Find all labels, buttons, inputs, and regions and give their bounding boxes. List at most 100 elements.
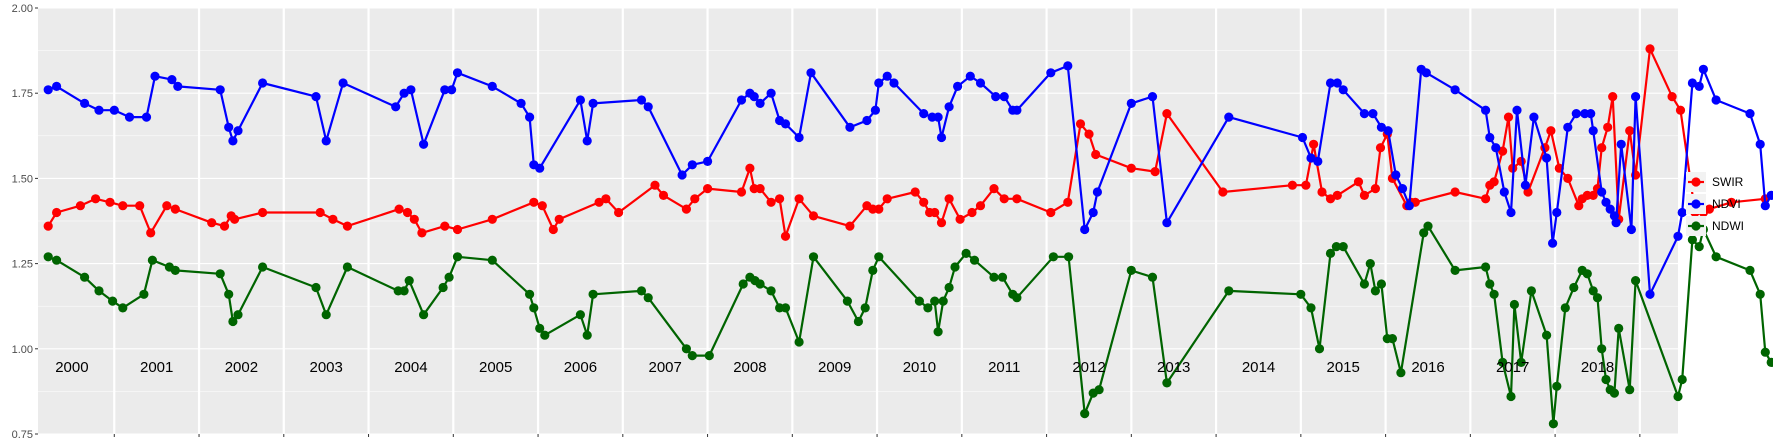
year-label: 2016 (1411, 359, 1444, 376)
data-point-ndwi (1548, 419, 1558, 429)
data-point-ndvi (953, 81, 963, 91)
data-point-swir (919, 197, 929, 207)
data-point-ndwi (1601, 374, 1611, 385)
data-point-ndvi (1450, 85, 1460, 95)
data-point-ndvi (1306, 153, 1316, 163)
data-point-ndvi (1224, 112, 1234, 122)
data-point-ndvi (1631, 92, 1641, 102)
year-label: 2017 (1496, 359, 1529, 376)
data-point-ndvi (1698, 64, 1708, 74)
year-label: 2015 (1327, 359, 1360, 376)
data-point-swir (1370, 184, 1380, 194)
data-point-swir (1503, 112, 1514, 122)
data-point-ndvi (94, 105, 104, 115)
data-point-swir (135, 201, 145, 211)
data-point-ndwi (1745, 265, 1755, 275)
data-point-ndwi (997, 272, 1008, 282)
data-point-ndwi (1552, 381, 1562, 391)
data-point-ndwi (1224, 286, 1234, 296)
data-point-ndwi (1325, 248, 1336, 258)
data-point-swir (230, 214, 240, 224)
data-point-ndwi (1314, 344, 1325, 354)
data-point-ndwi (404, 276, 414, 286)
data-point-swir (967, 207, 977, 218)
year-label: 2018 (1581, 359, 1614, 376)
data-point-ndwi (1506, 391, 1516, 402)
data-point-ndvi (862, 115, 872, 126)
data-point-ndwi (1560, 303, 1570, 313)
data-point-ndwi (842, 296, 853, 306)
data-point-ndvi (766, 88, 776, 98)
data-point-swir (342, 221, 352, 231)
data-point-ndwi (1766, 357, 1773, 367)
data-point-ndvi (1088, 207, 1098, 218)
data-point-swir (394, 204, 404, 214)
data-point-ndvi (736, 95, 747, 105)
data-point-ndwi (399, 286, 409, 296)
data-point-swir (650, 180, 660, 190)
data-point-ndvi (703, 156, 713, 166)
data-point-ndwi (808, 252, 819, 262)
data-point-ndwi (215, 269, 225, 279)
y-axis: 0.75 1.00 1.25 1.50 1.75 2.00 (12, 3, 38, 441)
data-point-ndvi (43, 85, 53, 95)
data-point-ndwi (969, 255, 980, 265)
data-point-ndvi (806, 68, 816, 78)
data-point-swir (409, 214, 419, 224)
data-point-ndwi (794, 337, 804, 347)
data-point-swir (955, 214, 965, 224)
data-point-ndwi (1296, 289, 1306, 299)
data-point-ndwi (938, 296, 948, 306)
data-point-ndvi (1597, 187, 1607, 197)
data-point-ndvi (1512, 105, 1522, 115)
data-point-ndvi (1332, 78, 1342, 88)
data-point-ndwi (944, 282, 954, 293)
data-point-ndvi (447, 85, 457, 95)
data-point-swir (1588, 190, 1598, 200)
data-point-swir (1489, 177, 1499, 187)
data-point-swir (1084, 129, 1094, 139)
data-point-ndwi (1080, 409, 1090, 419)
data-point-swir (1574, 201, 1584, 211)
data-point-ndwi (1370, 286, 1380, 296)
data-point-ndwi (704, 351, 714, 361)
data-point-ndvi (1605, 204, 1615, 214)
data-point-ndwi (643, 293, 653, 303)
data-point-swir (1075, 119, 1086, 129)
data-point-ndwi (311, 282, 321, 293)
data-point-ndwi (1331, 242, 1341, 252)
data-point-ndvi (1397, 184, 1408, 194)
data-point-swir (1675, 105, 1686, 115)
data-point-ndwi (52, 255, 62, 265)
data-point-ndwi (444, 272, 454, 282)
data-point-ndwi (868, 265, 878, 275)
data-point-ndvi (224, 122, 234, 132)
data-point-swir (1359, 190, 1369, 200)
data-point-swir (775, 194, 785, 204)
data-point-ndvi (321, 136, 331, 146)
data-point-ndvi (936, 132, 947, 143)
data-point-ndvi (794, 132, 804, 143)
data-point-ndvi (311, 92, 321, 102)
data-point-ndwi (1498, 357, 1508, 367)
data-point-swir (170, 204, 180, 214)
data-point-ndwi (419, 310, 429, 320)
data-point-ndvi (109, 105, 119, 115)
data-point-ndvi (636, 95, 647, 105)
year-label: 2014 (1242, 359, 1275, 376)
data-point-ndwi (923, 303, 933, 313)
data-point-swir (975, 201, 986, 211)
data-point-ndwi (321, 310, 331, 320)
data-point-swir (882, 194, 892, 204)
data-point-swir (745, 163, 755, 173)
data-point-ndwi (755, 279, 765, 289)
data-point-ndvi (535, 163, 545, 173)
data-point-swir (1301, 180, 1311, 190)
data-point-swir (690, 194, 700, 204)
data-point-ndvi (944, 102, 954, 112)
y-tick-label: 1.00 (12, 344, 33, 356)
data-point-swir (1704, 204, 1714, 214)
data-point-swir (780, 231, 791, 241)
data-point-swir (452, 224, 463, 235)
data-point-ndwi (108, 296, 118, 306)
